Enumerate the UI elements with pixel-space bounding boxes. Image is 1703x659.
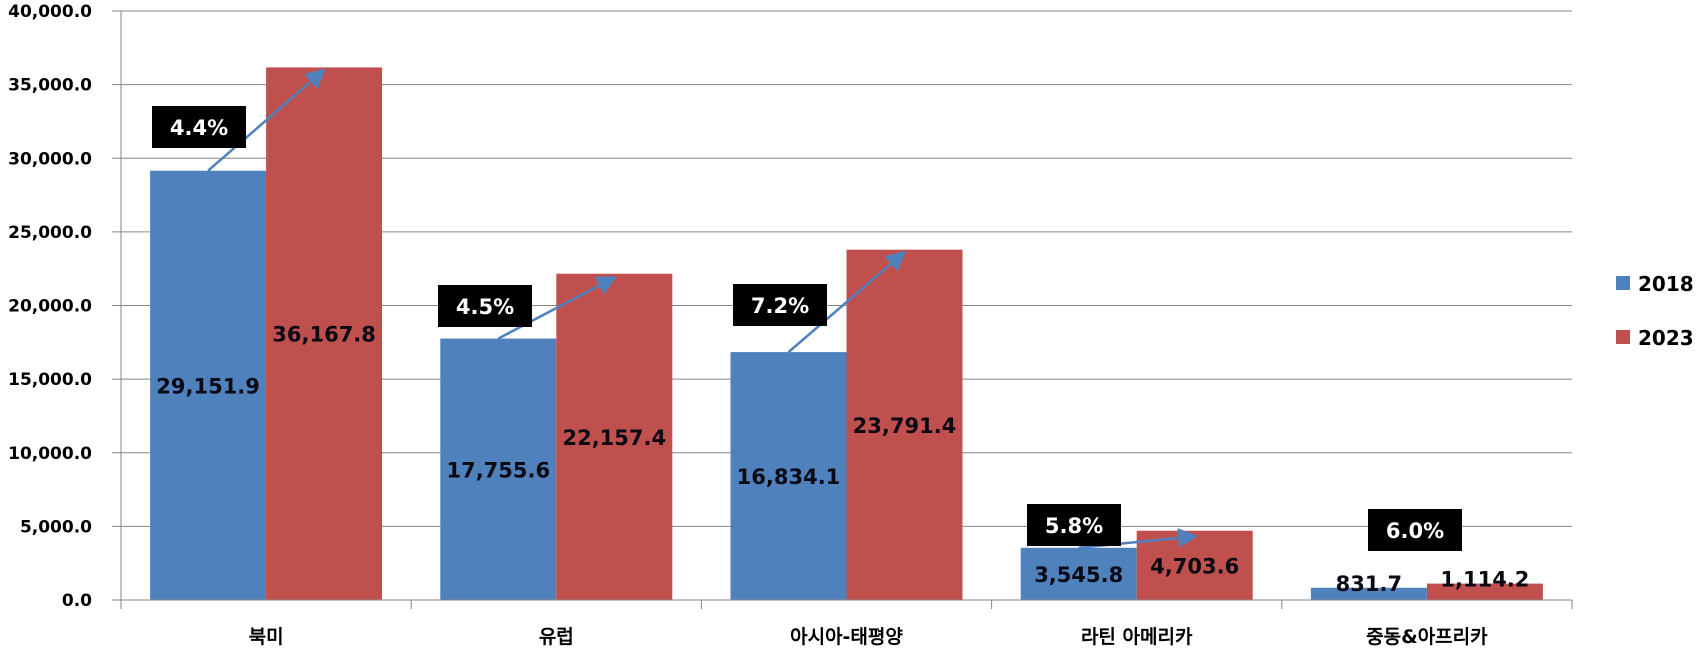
y-tick-label: 0.0 [62,591,92,611]
growth-arrow-icon [207,68,326,172]
value-label: 22,157.4 [562,426,666,450]
y-tick-label: 20,000.0 [8,297,92,317]
growth-rate-box [1368,509,1462,551]
growth-arrows: 4.4% 4.5% 7.2% 5.8% 6.0% [152,68,1462,551]
bar-2018 [1310,587,1427,600]
bar-2023 [556,273,673,600]
growth-rate-box [1027,504,1121,546]
y-tick-label: 25,000.0 [8,223,92,243]
y-tick-label: 35,000.0 [8,76,92,96]
category-label: 중동&아프리카 [1366,626,1488,648]
category-label: 아시아-태평양 [790,626,903,648]
bar-2018 [1020,547,1137,600]
bar-2018 [440,338,557,600]
category-label: 라틴 아메리카 [1081,626,1193,648]
value-labels: 29,151.9 36,167.8 17,755.6 22,157.4 16,834.1… [156,323,1529,596]
value-label: 1,114.2 [1440,568,1529,592]
y-axis: 0.0 5,000.0 10,000.0 15,000.0 20,000.0 25,000… [8,2,122,611]
x-axis: 북미 유럽 아시아-태평양 라틴 아메리카 중동&아프리카 [112,599,1573,648]
growth-rate-label: 7.2% [751,294,809,318]
legend-label: 2018 [1638,272,1694,296]
value-label: 23,791.4 [853,414,957,438]
y-tick-label: 5,000.0 [20,517,92,537]
bar-2023 [846,249,963,600]
bar-2023 [266,67,383,601]
value-label: 3,545.8 [1034,563,1123,587]
bar-2018 [150,170,267,600]
legend-swatch-2023 [1616,330,1630,344]
value-label: 29,151.9 [156,374,260,398]
y-tick-label: 30,000.0 [8,149,92,169]
y-tick-label: 40,000.0 [8,2,92,22]
value-label: 16,834.1 [737,465,841,489]
growth-rate-box [733,284,827,326]
growth-rate-box [152,106,246,148]
legend: 2018 2023 [1616,272,1694,350]
growth-rate-label: 6.0% [1386,519,1444,543]
growth-rate-label: 5.8% [1045,514,1103,538]
bar-2023 [1426,583,1543,600]
y-tick-label: 10,000.0 [8,444,92,464]
value-label: 831.7 [1336,572,1402,596]
bar-2018 [730,352,847,600]
growth-arrow-icon [497,276,617,340]
legend-label: 2023 [1638,326,1694,350]
growth-rate-label: 4.4% [170,116,228,140]
category-label: 유럽 [539,626,574,648]
bars [150,67,1543,601]
growth-rate-label: 4.5% [456,295,514,319]
category-label: 북미 [249,626,284,648]
growth-arrow-icon [787,250,907,354]
growth-rate-box [438,285,532,327]
y-tick-label: 15,000.0 [8,370,92,390]
value-label: 4,703.6 [1150,554,1239,578]
legend-swatch-2018 [1616,276,1630,290]
value-label: 36,167.8 [272,323,376,347]
value-label: 17,755.6 [446,458,550,482]
